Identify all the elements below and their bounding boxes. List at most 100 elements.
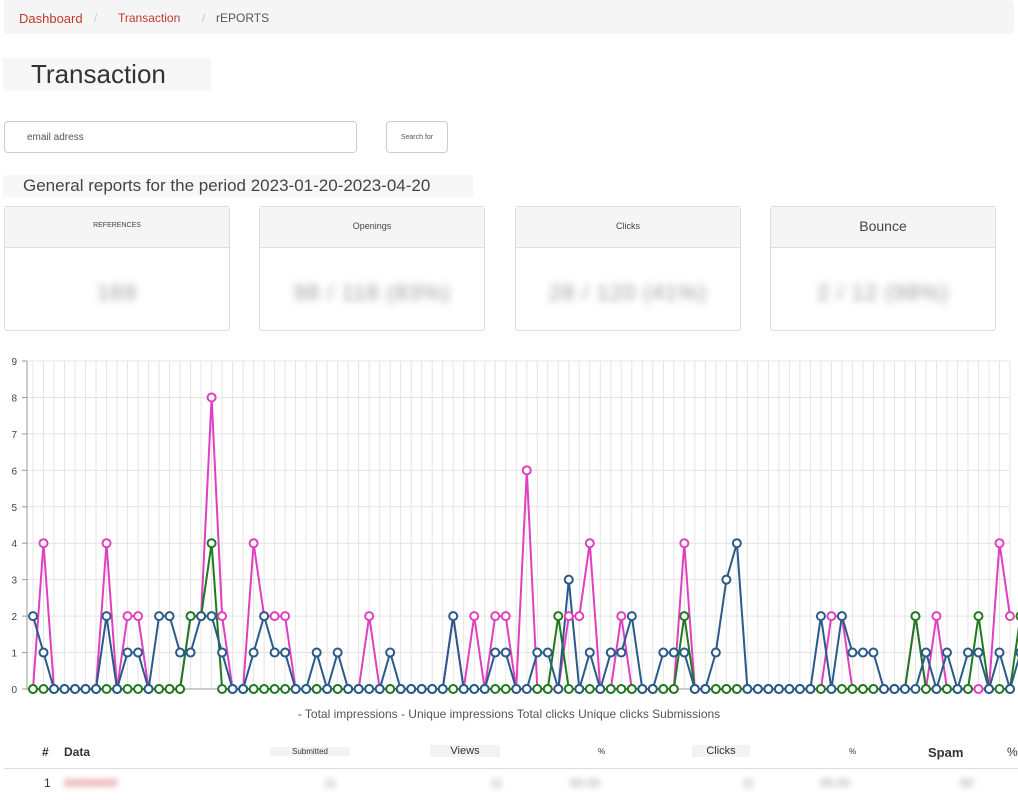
data-point xyxy=(437,684,448,694)
data-point xyxy=(143,684,154,694)
data-point xyxy=(868,647,879,658)
data-point xyxy=(206,611,217,622)
data-point xyxy=(805,684,816,694)
data-point xyxy=(563,684,574,694)
data-point xyxy=(70,684,81,694)
row-data[interactable]: ######## xyxy=(64,776,118,790)
y-tick-label: 7 xyxy=(11,430,17,441)
data-point xyxy=(490,611,501,622)
data-point xyxy=(91,684,102,694)
data-point xyxy=(847,647,858,658)
data-point xyxy=(910,611,921,622)
data-point xyxy=(479,684,490,694)
data-point xyxy=(616,684,627,694)
data-point xyxy=(164,611,175,622)
data-point xyxy=(553,684,564,694)
data-point xyxy=(962,684,973,694)
data-point xyxy=(584,538,595,549)
data-point xyxy=(353,684,364,694)
search-button[interactable]: Search for xyxy=(386,121,448,153)
data-point xyxy=(931,684,942,694)
data-point xyxy=(658,647,669,658)
row-clicks: 11 xyxy=(742,776,755,790)
data-point xyxy=(49,684,60,694)
breadcrumb-separator: / xyxy=(202,11,206,25)
card-title: Clicks xyxy=(516,207,740,248)
reports-line-chart: 0 1 2 3 4 5 6 7 8 9 xyxy=(11,357,1018,696)
data-point xyxy=(374,684,385,694)
data-point xyxy=(406,684,417,694)
data-point xyxy=(311,647,322,658)
data-point xyxy=(175,684,186,694)
data-point xyxy=(637,684,648,694)
data-point xyxy=(217,647,228,658)
data-point xyxy=(920,684,931,694)
references-card: REFERENCES 169 xyxy=(4,206,230,331)
openings-card: Openings 98 / 118 (83%) xyxy=(259,206,485,331)
data-point xyxy=(952,684,963,694)
data-point xyxy=(332,684,343,694)
data-point xyxy=(259,684,270,694)
card-value: 98 / 118 (83%) xyxy=(293,280,451,305)
data-point xyxy=(973,611,984,622)
col-header-data: Data xyxy=(64,745,91,759)
data-point xyxy=(574,684,585,694)
y-tick-label: 5 xyxy=(11,503,17,514)
chart-legend: - Total impressions - Unique impressions… xyxy=(297,707,721,721)
data-point xyxy=(122,684,133,694)
data-point xyxy=(868,684,879,694)
data-point xyxy=(826,611,837,622)
data-point xyxy=(38,647,49,658)
data-point xyxy=(154,684,165,694)
data-point xyxy=(332,647,343,658)
data-point xyxy=(920,647,931,658)
data-point xyxy=(469,611,480,622)
data-point xyxy=(248,684,259,694)
card-value: 2 / 12 (98%) xyxy=(817,280,949,305)
col-header-views: Views xyxy=(430,745,500,757)
data-point xyxy=(500,647,511,658)
row-submitted: 11 xyxy=(324,776,337,790)
email-search-input[interactable] xyxy=(4,121,357,153)
breadcrumb-dashboard[interactable]: Dashboard xyxy=(19,11,83,26)
data-point xyxy=(416,684,427,694)
data-point xyxy=(280,684,291,694)
data-point xyxy=(101,611,112,622)
data-point xyxy=(994,684,1005,694)
data-point xyxy=(185,647,196,658)
data-point xyxy=(931,611,942,622)
data-point xyxy=(269,647,280,658)
data-point xyxy=(889,684,900,694)
table-row[interactable]: 1 ######## 11 11 00.00 11 00.00 00 xyxy=(4,768,1018,800)
y-tick-label: 3 xyxy=(11,576,17,587)
data-point xyxy=(668,684,679,694)
breadcrumb-transaction[interactable]: Transaction xyxy=(118,11,181,25)
data-point xyxy=(133,611,144,622)
data-point xyxy=(301,684,312,694)
col-header-spam: Spam xyxy=(928,745,964,760)
row-num: 1 xyxy=(44,776,51,790)
data-point xyxy=(710,647,721,658)
data-point xyxy=(364,684,375,694)
breadcrumb-reports: rEPORTS xyxy=(216,11,270,25)
y-tick-label: 9 xyxy=(11,357,17,368)
data-point xyxy=(836,611,847,622)
col-header-clicks: Clicks xyxy=(692,745,750,757)
breadcrumb-separator: / xyxy=(94,11,98,25)
data-point xyxy=(973,647,984,658)
data-point xyxy=(773,684,784,694)
data-point xyxy=(679,538,690,549)
data-point xyxy=(836,684,847,694)
table-header: # Data Submitted Views % Clicks % Spam % xyxy=(0,745,1018,767)
y-tick-label: 2 xyxy=(11,612,17,623)
data-point xyxy=(217,684,228,694)
data-point xyxy=(448,611,459,622)
data-point xyxy=(1005,684,1015,694)
data-point xyxy=(668,647,679,658)
data-point xyxy=(38,538,49,549)
row-views: 11 xyxy=(490,776,503,790)
data-point xyxy=(994,538,1005,549)
data-point xyxy=(563,574,574,585)
data-point xyxy=(616,611,627,622)
data-point xyxy=(679,611,690,622)
